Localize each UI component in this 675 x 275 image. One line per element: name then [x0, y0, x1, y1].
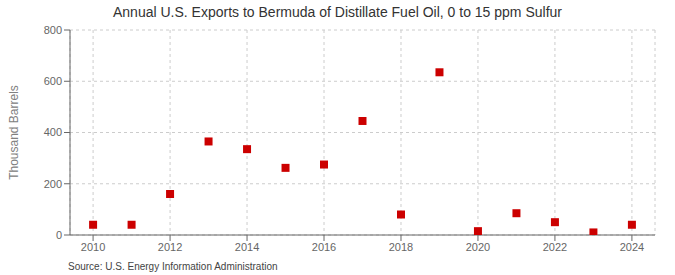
svg-text:0: 0	[56, 229, 62, 241]
svg-text:Thousand Barrels: Thousand Barrels	[8, 85, 21, 180]
svg-text:2018: 2018	[389, 241, 413, 253]
svg-text:600: 600	[44, 75, 62, 87]
html-text:Source: U.S. Energy Informatio: Source: U.S. Energy Information Administ…	[68, 261, 278, 272]
svg-text:2016: 2016	[312, 241, 336, 253]
svg-text:2012: 2012	[158, 241, 182, 253]
svg-text:2024: 2024	[620, 241, 644, 253]
svg-text:400: 400	[44, 126, 62, 138]
svg-text:200: 200	[44, 178, 62, 190]
svg-text:2010: 2010	[81, 241, 105, 253]
svg-text:2014: 2014	[235, 241, 259, 253]
html-text:Annual U.S. Exports to Bermuda: Annual U.S. Exports to Bermuda of Distil…	[113, 4, 562, 20]
svg-text:2022: 2022	[543, 241, 567, 253]
svg-text:2020: 2020	[466, 241, 490, 253]
svg-text:800: 800	[44, 24, 62, 36]
